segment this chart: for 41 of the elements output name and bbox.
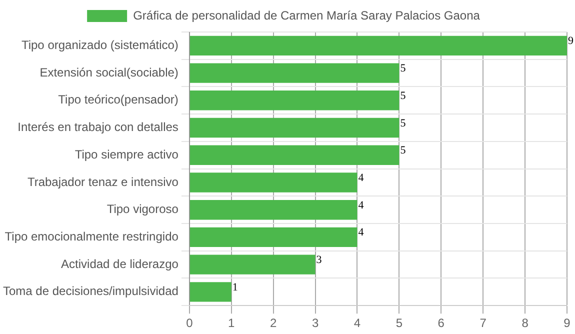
x-tick-label: 5	[396, 316, 403, 330]
x-tick-label: 4	[354, 316, 361, 330]
bar	[190, 90, 400, 110]
x-tick-label: 1	[228, 316, 236, 330]
y-tick-label: Trabajador tenaz e intensivo	[27, 174, 179, 189]
bar	[190, 63, 400, 83]
x-tick-label: 0	[186, 316, 194, 330]
x-tick-label: 3	[312, 316, 319, 330]
y-tick-label: Tipo organizado (sistemático)	[21, 38, 178, 52]
legend-label: Gráfica de personalidad de Carmen María Saray Palacios Gaona	[133, 8, 480, 22]
bar	[190, 118, 400, 138]
data-label: 1	[232, 281, 238, 294]
x-tick-label: 6	[438, 316, 445, 330]
y-tick-label: Tipo emocionalmente restringido	[4, 230, 179, 244]
data-label: 3	[316, 254, 322, 266]
data-label: 5	[400, 62, 406, 75]
data-label: 4	[358, 199, 364, 212]
bar	[190, 200, 358, 220]
x-tick-label: 8	[522, 316, 529, 330]
data-label: 5	[400, 144, 406, 157]
bar	[190, 282, 232, 302]
data-label: 5	[400, 117, 406, 130]
y-tick-label: Toma de decisiones/impulsividad	[2, 284, 178, 298]
y-tick-label: Actividad de liderazgo	[61, 256, 179, 271]
y-tick-label: Tipo vigoroso	[106, 202, 179, 216]
x-tick-label: 9	[564, 316, 571, 330]
x-tick-label: 2	[270, 316, 277, 330]
bar	[190, 254, 316, 274]
bar	[190, 227, 358, 248]
data-label: 4	[358, 172, 364, 184]
bar	[190, 172, 358, 192]
data-label: 5	[400, 90, 406, 102]
bar	[190, 145, 400, 165]
x-tick-label: 7	[480, 316, 487, 330]
bar	[190, 36, 567, 56]
y-tick-label: Extensión social(sociable)	[40, 65, 178, 80]
y-tick-label: Tipo siempre activo	[74, 147, 179, 162]
y-tick-label: Tipo teórico(pensador)	[58, 92, 178, 107]
data-label: 9	[568, 35, 574, 48]
data-label: 4	[358, 226, 364, 239]
y-tick-label: Interés en trabajo con detalles	[18, 120, 178, 134]
